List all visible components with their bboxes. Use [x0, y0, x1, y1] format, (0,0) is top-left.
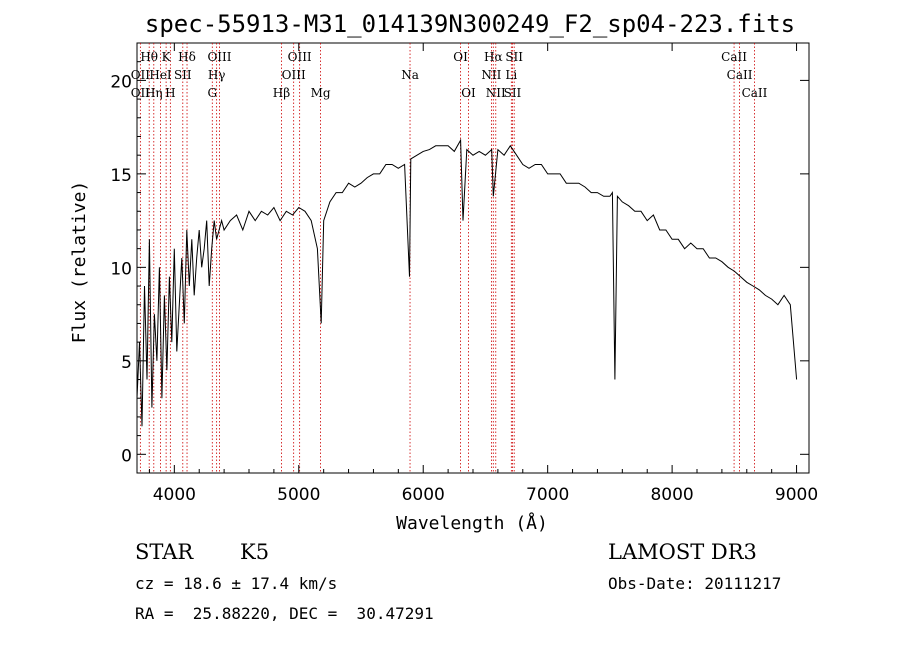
line-label-25: NII — [486, 86, 506, 100]
line-label-15: NII — [481, 68, 501, 82]
line-label-13: OIII — [282, 68, 306, 82]
line-label-4: OIII — [288, 50, 312, 64]
x-tick-label-0: 4000 — [153, 485, 196, 505]
line-label-3: OIII — [207, 50, 231, 64]
y-tick-label-2: 10 — [110, 259, 132, 279]
plot-frame — [136, 42, 810, 474]
line-label-27: CaII — [742, 86, 768, 100]
line-label-19: Hη — [145, 86, 163, 100]
x-tick-label-2: 6000 — [402, 485, 445, 505]
ra-dec-coordinates: RA = 25.88220, DEC = 30.47291 — [135, 604, 434, 623]
line-label-5: OI — [453, 50, 468, 64]
line-label-14: Na — [401, 68, 419, 82]
line-label-12: Hγ — [208, 68, 226, 82]
y-axis-ticks: 0 5 10 15 20 — [110, 61, 809, 466]
line-label-18: OII — [131, 86, 151, 100]
survey-name: LAMOST DR3 — [608, 540, 757, 564]
line-label-26: SII — [504, 86, 522, 100]
spectrum-series-line — [136, 138, 798, 427]
redshift-cz: cz = 18.6 ± 17.4 km/s — [135, 574, 338, 593]
line-label-0: Hθ — [140, 50, 158, 64]
line-markers — [139, 43, 755, 473]
line-label-23: Mg — [311, 86, 331, 100]
y-tick-label-4: 20 — [110, 72, 132, 92]
x-axis-ticks: 4000 5000 6000 7000 8000 9000 — [148, 43, 818, 505]
line-label-10: HeI — [149, 68, 172, 82]
y-tick-label-1: 5 — [121, 353, 132, 373]
line-label-24: OI — [461, 86, 476, 100]
line-label-20: H — [165, 86, 175, 100]
y-tick-label-3: 15 — [110, 166, 132, 186]
y-axis-label: Flux (relative) — [69, 181, 90, 344]
line-label-1: K — [162, 50, 172, 64]
x-axis-label: Wavelength (Å) — [396, 512, 548, 534]
observation-date: Obs-Date: 20111217 — [608, 574, 782, 593]
object-class: STAR — [135, 540, 194, 564]
line-label-17: CaII — [727, 68, 753, 82]
x-tick-label-3: 7000 — [526, 485, 569, 505]
x-tick-label-1: 5000 — [277, 485, 320, 505]
line-label-2: Hδ — [178, 50, 196, 64]
x-tick-label-4: 8000 — [650, 485, 693, 505]
chart-title: spec-55913-M31_014139N300249_F2_sp04-223… — [145, 10, 795, 38]
line-label-9: OII — [131, 68, 151, 82]
y-tick-label-0: 0 — [121, 446, 132, 466]
line-label-6: Hα — [484, 50, 503, 64]
line-label-7: SII — [505, 50, 523, 64]
line-label-21: G — [207, 86, 217, 100]
line-label-8: CaII — [721, 50, 747, 64]
x-tick-label-5: 9000 — [775, 485, 818, 505]
line-label-22: Hβ — [273, 86, 290, 100]
line-label-16: Li — [505, 68, 517, 82]
object-subclass: K5 — [240, 540, 270, 564]
line-label-11: SII — [174, 68, 192, 82]
